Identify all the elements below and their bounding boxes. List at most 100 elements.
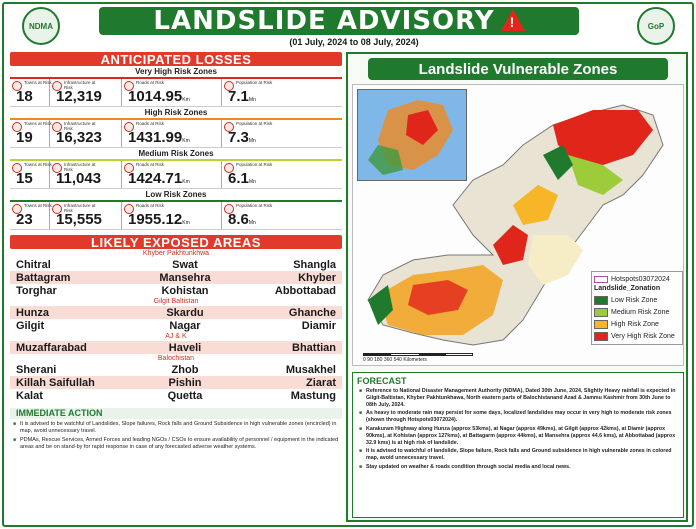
town-icon: [12, 163, 22, 173]
region-name: Balochistan: [157, 355, 195, 362]
area-name: Mastung: [290, 389, 336, 402]
infra-value: 16,323: [56, 129, 102, 146]
area-name: Shangla: [293, 258, 336, 271]
loss-zone: Low Risk Zones Towns at Risk 23 Infrastr…: [10, 190, 342, 230]
roads-metric: Roads at Risk 1424.71Km: [122, 161, 222, 188]
legend-rows: Low Risk Zone Medium Risk Zone High Risk Z…: [594, 294, 680, 342]
inset-map: [368, 100, 453, 175]
road-icon: [124, 122, 134, 132]
metric-label: Infrastructure at Risk: [64, 203, 96, 213]
scale-text: 0 90 180 360 540 Kilometers: [363, 357, 427, 363]
population-value: 7.1Mn: [228, 88, 256, 105]
zone-color-line: [10, 118, 342, 120]
area-row: Muzaffarabad Haveli Bhattian: [10, 341, 342, 354]
roads-value: 1014.95Km: [128, 88, 190, 105]
roads-value: 1431.99Km: [128, 129, 190, 146]
roads-unit: Km: [182, 97, 190, 103]
metric-label: Roads at Risk: [136, 203, 165, 208]
area-name: Abbottabad: [274, 284, 336, 297]
low-risk-coast: [368, 285, 393, 325]
very-high-risk-south: [408, 280, 468, 315]
plains: [528, 235, 583, 285]
area-name: Haveli: [168, 341, 202, 354]
warning-icon: [500, 9, 525, 31]
forecast-item: Stay updated on weather & roads conditio…: [357, 464, 679, 471]
infra-metric: Infrastructure at Risk 12,319: [50, 79, 122, 106]
header: NDMA LANDSLIDE ADVISORY (01 July, 2024 t…: [4, 4, 692, 48]
very-high-risk-central: [493, 225, 528, 265]
infra-value: 15,555: [56, 211, 102, 228]
area-row: Hunza Skardu Ghanche: [10, 306, 342, 319]
low-risk-north: [543, 145, 573, 180]
town-icon: [12, 204, 22, 214]
area-name: Sherani: [16, 363, 57, 376]
title-bar: LANDSLIDE ADVISORY: [99, 6, 579, 36]
hotspot-label: Hotspots03072024: [611, 275, 670, 283]
right-panel: Landslide Vulnerable Zones: [346, 52, 688, 522]
towns-metric: Towns at Risk 18: [10, 79, 52, 106]
infra-metric: Infrastructure at Risk 16,323: [50, 120, 122, 147]
area-name: Killah Saifullah: [16, 376, 95, 389]
metric-label: Population at Risk: [236, 162, 273, 167]
towns-metric: Towns at Risk 15: [10, 161, 52, 188]
map-title-bar: Landslide Vulnerable Zones: [368, 58, 668, 80]
exposed-region: Khyber Pakhtunkhwa Chitral Swat Shangla …: [10, 249, 342, 297]
metric-label: Population at Risk: [236, 121, 273, 126]
metric-label: Towns at Risk: [24, 121, 52, 126]
forecast-item: Karakuram Highway along Hunza (approx 53…: [357, 426, 679, 446]
metric-label: Infrastructure at Risk: [64, 80, 96, 90]
legend-label: Medium Risk Zone: [611, 308, 670, 316]
area-name: Swat: [172, 258, 198, 271]
hotspot-legend: Hotspots03072024: [594, 274, 680, 284]
population-metric: Population at Risk 7.1Mn: [222, 79, 342, 106]
legend-title: Landslide_Zonation: [594, 285, 661, 292]
zone-title: High Risk Zones: [144, 108, 208, 117]
immediate-action-item: PDMAs, Rescue Services, Armed Forces and…: [10, 437, 342, 451]
very-high-risk-north: [553, 110, 653, 165]
road-icon: [124, 81, 134, 91]
forecast-list: Reference to National Disaster Managemen…: [357, 388, 679, 471]
metric-label: Towns at Risk: [24, 80, 52, 85]
population-unit: Mn: [248, 220, 256, 226]
population-metric: Population at Risk 7.3Mn: [222, 120, 342, 147]
forecast-item: As heavy to moderate rain may persist fo…: [357, 410, 679, 424]
area-row: Sherani Zhob Musakhel: [10, 363, 342, 376]
infrastructure-icon: [52, 204, 62, 214]
infra-value: 11,043: [56, 170, 102, 187]
roads-unit: Km: [182, 179, 190, 185]
medium-risk-north: [568, 155, 623, 195]
zone-metrics: Towns at Risk 19 Infrastructure at Risk …: [10, 120, 342, 148]
loss-zone: Very High Risk Zones Towns at Risk 18 In…: [10, 67, 342, 107]
map-title: Landslide Vulnerable Zones: [418, 60, 618, 78]
metric-label: Infrastructure at Risk: [64, 121, 96, 131]
loss-zones: Very High Risk Zones Towns at Risk 18 In…: [10, 67, 342, 230]
area-name: Bhattian: [292, 341, 336, 354]
infra-metric: Infrastructure at Risk 11,043: [50, 161, 122, 188]
exposed-header: LIKELY EXPOSED AREAS: [10, 235, 342, 250]
area-row: Chitral Swat Shangla: [10, 258, 342, 271]
government-logo: GoP: [637, 7, 675, 45]
population-icon: [224, 81, 234, 91]
area-name: Nagar: [169, 319, 201, 332]
zone-title: Very High Risk Zones: [135, 67, 217, 76]
region-name: AJ & K: [165, 333, 187, 340]
towns-metric: Towns at Risk 23: [10, 202, 52, 229]
zone-metrics: Towns at Risk 18 Infrastructure at Risk …: [10, 79, 342, 107]
metric-label: Infrastructure at Risk: [64, 162, 96, 172]
zone-title: Medium Risk Zones: [138, 149, 214, 158]
legend-label: Very High Risk Zone: [611, 332, 675, 340]
towns-value: 23: [16, 211, 33, 228]
legend-swatch: [594, 295, 608, 305]
legend-swatch: [594, 331, 608, 341]
infrastructure-icon: [52, 163, 62, 173]
population-unit: Mn: [248, 179, 256, 185]
scale-bar: [363, 353, 473, 356]
forecast-item: It is advised to watchful of landslide, …: [357, 448, 679, 462]
population-value: 6.1Mn: [228, 170, 256, 187]
area-row: Battagram Mansehra Khyber: [10, 271, 342, 284]
infrastructure-icon: [52, 81, 62, 91]
zone-title: Low Risk Zones: [145, 190, 207, 199]
exposed-region: AJ & K Muzaffarabad Haveli Bhattian: [10, 332, 342, 354]
pakistan-map: [367, 104, 664, 346]
population-unit: Mn: [248, 138, 256, 144]
